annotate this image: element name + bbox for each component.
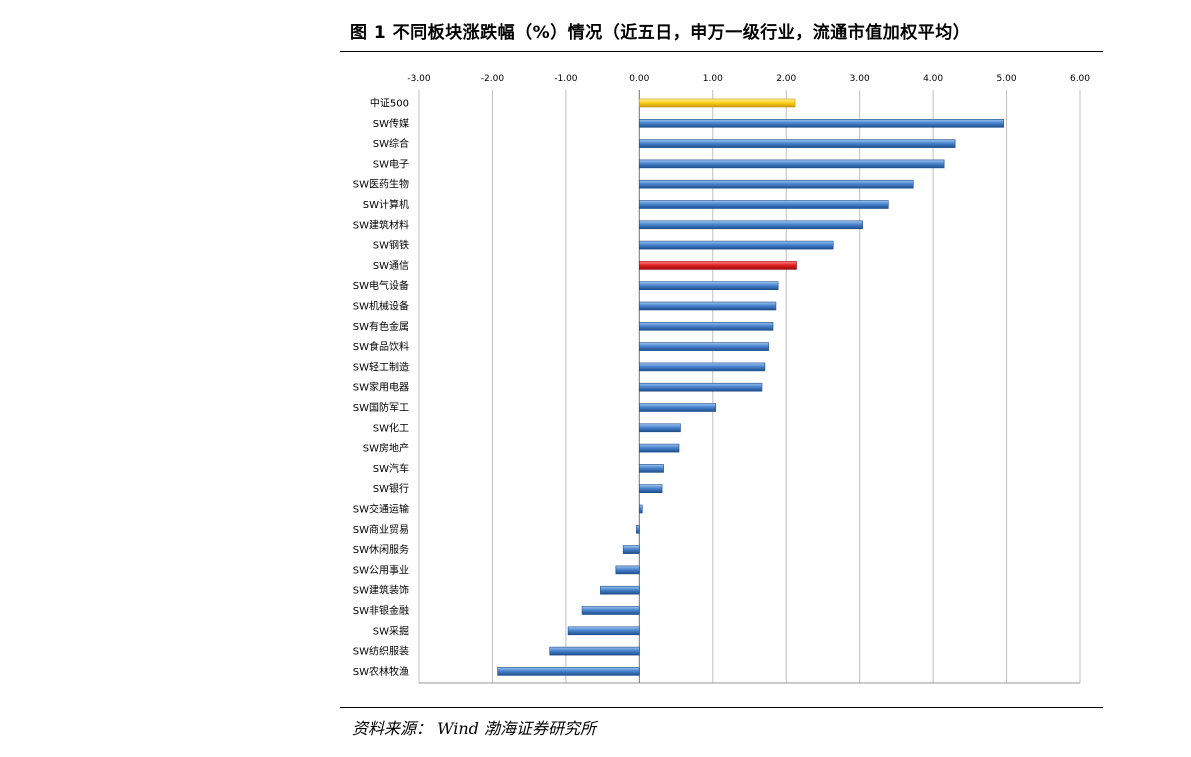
category-label: SW汽车	[373, 462, 409, 475]
category-labels: 中证500 SW传媒 SW综合 SW电子 SW医药生物 SW计算机 SW建筑材料 SW钢铁 SW…	[353, 97, 409, 678]
bar-23	[615, 565, 640, 575]
x-axis-ticks: -3.00 -2.00 -1.00 0.00 1.00 2.00 3.00 4.00 5.00 6…	[407, 74, 1090, 84]
category-label: SW电子	[373, 157, 409, 170]
bar-8	[639, 261, 797, 270]
category-label: SW建筑装饰	[353, 584, 409, 597]
category-label: SW电气设备	[353, 279, 409, 292]
bar-10	[639, 301, 777, 311]
category-label: SW国防军工	[353, 401, 409, 414]
category-label: SW通信	[373, 260, 409, 272]
category-label: SW家用电器	[353, 381, 409, 394]
bar-2	[639, 139, 956, 148]
bar-12	[639, 342, 769, 351]
x-tick-label: 4.00	[923, 74, 943, 84]
category-label: SW机械设备	[353, 300, 409, 313]
bar-15	[639, 403, 717, 412]
bar-20	[639, 504, 643, 514]
x-tick-label: 2.00	[776, 74, 796, 84]
bar-26	[567, 626, 640, 636]
x-tick-label: -2.00	[481, 74, 505, 84]
x-tick-label: 6.00	[1070, 74, 1090, 84]
bar-5	[639, 200, 889, 209]
source-note: 资料来源： Wind 渤海证券研究所	[352, 719, 597, 738]
category-label: SW农林牧渔	[353, 665, 409, 678]
category-label: SW传媒	[373, 118, 409, 130]
category-label: SW纺织服装	[353, 645, 409, 658]
bar-22	[622, 545, 640, 554]
bar-4	[639, 179, 914, 189]
x-tick-label: -3.00	[407, 74, 431, 84]
bar-0	[639, 98, 796, 108]
bar-17	[639, 443, 680, 453]
x-tick-label: 3.00	[850, 74, 870, 84]
bar-11	[639, 321, 774, 331]
category-label: SW房地产	[363, 442, 409, 455]
bar-9	[639, 281, 779, 290]
category-label: SW综合	[373, 137, 409, 150]
category-label: SW公用事业	[353, 563, 409, 576]
category-label: SW采掘	[373, 624, 409, 637]
bar-13	[639, 362, 766, 372]
x-tick-label: -1.00	[554, 74, 578, 84]
bar-28	[497, 667, 640, 676]
bars	[497, 98, 1004, 676]
category-label: SW非银金融	[353, 604, 409, 617]
category-label: SW轻工制造	[353, 360, 409, 373]
bar-14	[639, 382, 763, 392]
category-label: SW计算机	[363, 198, 409, 211]
category-label: SW休闲服务	[353, 543, 409, 556]
bar-18	[639, 464, 664, 473]
bar-1	[639, 118, 1004, 128]
category-label: SW有色金属	[353, 320, 409, 333]
chart-title: 图 1 不同板块涨跌幅（%）情况（近五日，申万一级行业，流通市值加权平均）	[350, 23, 971, 43]
bar-3	[639, 159, 945, 169]
bar-21	[636, 524, 640, 534]
category-label: 中证500	[370, 97, 409, 110]
x-tick-label: 5.00	[997, 74, 1017, 84]
x-tick-label: 1.00	[703, 74, 723, 84]
x-tick-label: 0.00	[629, 74, 649, 84]
bar-6	[639, 220, 863, 230]
bar-7	[639, 240, 834, 250]
category-label: SW建筑材料	[353, 218, 409, 231]
category-label: SW医药生物	[353, 178, 409, 191]
category-label: SW钢铁	[373, 239, 409, 252]
top-rule	[340, 51, 1103, 52]
bar-27	[549, 646, 640, 656]
category-label: SW银行	[373, 482, 409, 495]
category-label: SW商业贸易	[353, 523, 409, 536]
category-label: SW化工	[373, 421, 409, 434]
bar-16	[639, 423, 681, 433]
category-label: SW交通运输	[353, 503, 409, 516]
bar-19	[639, 484, 663, 494]
bottom-rule	[340, 707, 1103, 708]
bar-25	[581, 606, 640, 615]
category-label: SW食品饮料	[353, 340, 409, 353]
bar-24	[600, 585, 640, 595]
bar-chart: -3.00 -2.00 -1.00 0.00 1.00 2.00 3.00 4.00 5.00 6…	[353, 74, 1090, 684]
